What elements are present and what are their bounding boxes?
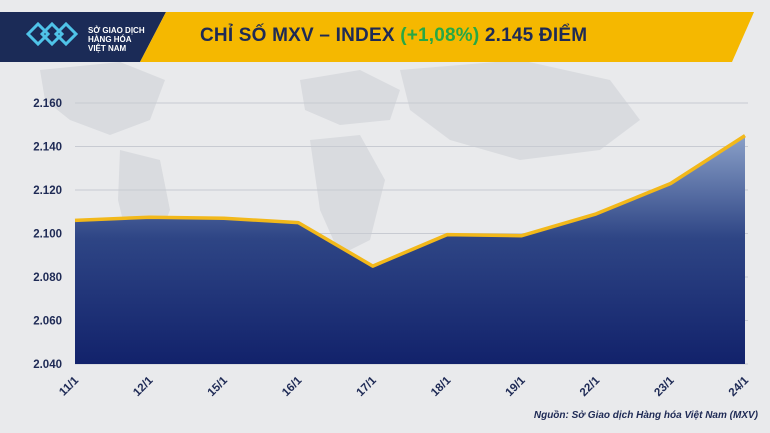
mxv-logo-mark xyxy=(25,21,79,47)
y-tick-label: 2.080 xyxy=(33,272,62,284)
logo-text: SỞ GIAO DỊCH HÀNG HÓA VIỆT NAM xyxy=(88,26,145,53)
x-tick-label: 12/1 xyxy=(131,374,156,399)
x-tick-label: 11/1 xyxy=(57,374,81,398)
y-tick-label: 2.060 xyxy=(33,316,62,328)
logo-line-2: HÀNG HÓA xyxy=(88,35,132,44)
x-tick-label: 22/1 xyxy=(578,374,603,399)
y-tick-label: 2.040 xyxy=(33,359,62,371)
x-tick-label: 24/1 xyxy=(727,374,752,399)
title-change-percent: (+1,08%) xyxy=(400,25,480,46)
logo-line-3: VIỆT NAM xyxy=(88,44,127,53)
mxv-logo xyxy=(24,14,164,60)
chart-title: CHỈ SỐ MXV – INDEX (+1,08%) 2.145 ĐIỂM xyxy=(200,25,587,47)
x-tick-label: 19/1 xyxy=(503,374,528,399)
x-tick-label: 16/1 xyxy=(280,374,305,399)
x-tick-label: 23/1 xyxy=(652,374,677,399)
title-index-value: 2.145 ĐIỂM xyxy=(479,25,588,46)
y-tick-label: 2.100 xyxy=(33,229,62,241)
y-axis-ticks: 2.040 2.060 2.080 2.100 2.120 2.140 2.160 xyxy=(33,98,62,371)
source-note: Nguồn: Sở Giao dịch Hàng hóa Việt Nam (M… xyxy=(533,410,758,421)
x-axis-ticks: 11/1 12/1 15/1 16/1 17/1 18/1 19/1 22/1 23/1 24/1 xyxy=(57,374,751,399)
title-main: CHỈ SỐ MXV – INDEX xyxy=(200,25,401,46)
index-line xyxy=(74,134,746,268)
y-tick-label: 2.160 xyxy=(33,98,62,110)
area-fill xyxy=(75,135,745,364)
header-band-dark xyxy=(0,12,166,62)
logo-line-1: SỞ GIAO DỊCH xyxy=(88,26,145,35)
x-tick-label: 15/1 xyxy=(206,374,231,399)
x-tick-label: 17/1 xyxy=(355,374,380,399)
x-tick-label: 18/1 xyxy=(429,374,454,399)
y-tick-label: 2.140 xyxy=(33,142,62,154)
header-band-yellow xyxy=(140,12,754,62)
header-band xyxy=(0,12,754,62)
y-tick-label: 2.120 xyxy=(33,185,62,197)
